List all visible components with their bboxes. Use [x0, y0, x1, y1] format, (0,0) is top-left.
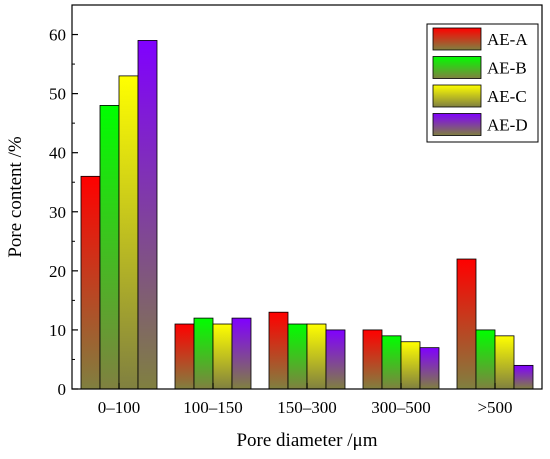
- bar-ae-b-0: [99, 105, 120, 390]
- bar-ae-a-0: [80, 175, 101, 390]
- bar-ae-a-4: [456, 258, 477, 390]
- x-axis: 0–100 100–150 150–300 300–500 >500: [98, 383, 513, 417]
- bar-ae-c-3: [400, 341, 421, 390]
- y-tick-label: 0: [58, 380, 67, 399]
- bar-ae-d-1: [231, 317, 252, 390]
- y-axis-title: Pore content /%: [5, 136, 26, 258]
- bar-ae-d-3: [419, 347, 440, 390]
- legend-label: AE-C: [487, 87, 527, 106]
- bar-ae-c-1: [212, 323, 233, 390]
- bars-group: [80, 40, 534, 390]
- y-tick-label: 50: [49, 85, 66, 104]
- bar-ae-b-4: [475, 329, 496, 390]
- y-axis: 0 10 20 30 40 50 60: [49, 26, 78, 399]
- bar-ae-d-0: [137, 40, 158, 390]
- legend-label: AE-B: [487, 59, 527, 78]
- bar-ae-a-3: [362, 329, 383, 390]
- bar-ae-c-4: [494, 335, 515, 390]
- x-tick-label: 300–500: [371, 398, 431, 417]
- bar-ae-b-2: [287, 323, 308, 390]
- x-axis-title: Pore diameter /μm: [236, 430, 377, 451]
- legend: AE-A AE-B AE-C AE-D: [426, 23, 539, 143]
- bar-ae-d-2: [325, 329, 346, 390]
- bar-ae-b-1: [193, 317, 214, 390]
- bar-ae-b-3: [381, 335, 402, 390]
- x-tick-label: >500: [477, 398, 512, 417]
- x-tick-label: 150–300: [277, 398, 337, 417]
- x-tick-label: 100–150: [183, 398, 243, 417]
- legend-swatch-ae-c: [432, 84, 482, 108]
- bar-ae-c-2: [306, 323, 327, 390]
- legend-swatch-ae-b: [432, 56, 482, 79]
- y-tick-label: 10: [49, 321, 66, 340]
- bar-ae-c-0: [118, 75, 139, 390]
- y-tick-label: 40: [49, 144, 66, 163]
- bar-ae-a-1: [174, 323, 195, 390]
- legend-swatch-ae-d: [432, 113, 482, 136]
- y-tick-label: 20: [49, 262, 66, 281]
- bar-ae-d-4: [513, 364, 534, 390]
- y-tick-label: 60: [49, 26, 66, 45]
- legend-swatch-ae-a: [432, 27, 482, 51]
- legend-label: AE-A: [487, 30, 528, 49]
- bar-ae-a-2: [268, 311, 289, 390]
- y-tick-label: 30: [49, 203, 66, 222]
- legend-label: AE-D: [487, 116, 528, 135]
- x-tick-label: 0–100: [98, 398, 141, 417]
